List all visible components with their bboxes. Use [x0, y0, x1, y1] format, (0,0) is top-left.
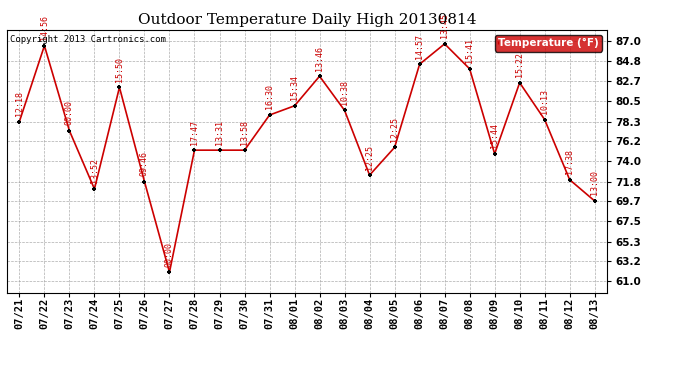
Text: 13:46: 13:46 — [315, 46, 324, 70]
Title: Outdoor Temperature Daily High 20130814: Outdoor Temperature Daily High 20130814 — [138, 13, 476, 27]
Text: 13:52: 13:52 — [90, 158, 99, 183]
Text: 13:31: 13:31 — [215, 120, 224, 145]
Text: Copyright 2013 Cartronics.com: Copyright 2013 Cartronics.com — [10, 35, 166, 44]
Point — [314, 73, 325, 79]
Point — [189, 147, 200, 153]
Legend: Temperature (°F): Temperature (°F) — [495, 35, 602, 51]
Text: 10:38: 10:38 — [340, 80, 349, 105]
Point — [289, 103, 300, 109]
Text: 15:50: 15:50 — [115, 57, 124, 82]
Point — [339, 107, 350, 113]
Point — [164, 269, 175, 275]
Point — [539, 117, 550, 123]
Text: 13:58: 13:58 — [240, 120, 249, 145]
Point — [14, 118, 25, 124]
Text: 00:00: 00:00 — [65, 100, 74, 125]
Text: 10:13: 10:13 — [540, 89, 549, 114]
Text: 00:00: 00:00 — [165, 242, 174, 267]
Text: 12:25: 12:25 — [365, 144, 374, 170]
Text: 14:56: 14:56 — [40, 15, 49, 40]
Point — [589, 198, 600, 204]
Text: 15:22: 15:22 — [515, 52, 524, 77]
Text: 14:57: 14:57 — [415, 34, 424, 58]
Point — [264, 112, 275, 118]
Text: 17:38: 17:38 — [565, 149, 574, 174]
Text: 15:44: 15:44 — [490, 123, 499, 148]
Text: 09:46: 09:46 — [140, 151, 149, 176]
Point — [89, 186, 100, 192]
Point — [139, 178, 150, 184]
Point — [564, 177, 575, 183]
Text: 13:00: 13:00 — [590, 171, 599, 195]
Text: 12:18: 12:18 — [15, 91, 24, 116]
Text: 13:45: 13:45 — [440, 13, 449, 38]
Point — [464, 66, 475, 72]
Point — [514, 80, 525, 86]
Point — [39, 43, 50, 49]
Text: 16:30: 16:30 — [265, 84, 274, 109]
Point — [389, 144, 400, 150]
Point — [414, 61, 425, 67]
Point — [239, 147, 250, 153]
Point — [114, 84, 125, 90]
Text: 12:25: 12:25 — [390, 117, 399, 142]
Point — [364, 172, 375, 178]
Text: 17:47: 17:47 — [190, 120, 199, 145]
Text: 15:41: 15:41 — [465, 38, 474, 63]
Point — [439, 41, 450, 47]
Text: 15:34: 15:34 — [290, 75, 299, 100]
Point — [214, 147, 225, 153]
Point — [489, 151, 500, 157]
Point — [64, 128, 75, 134]
